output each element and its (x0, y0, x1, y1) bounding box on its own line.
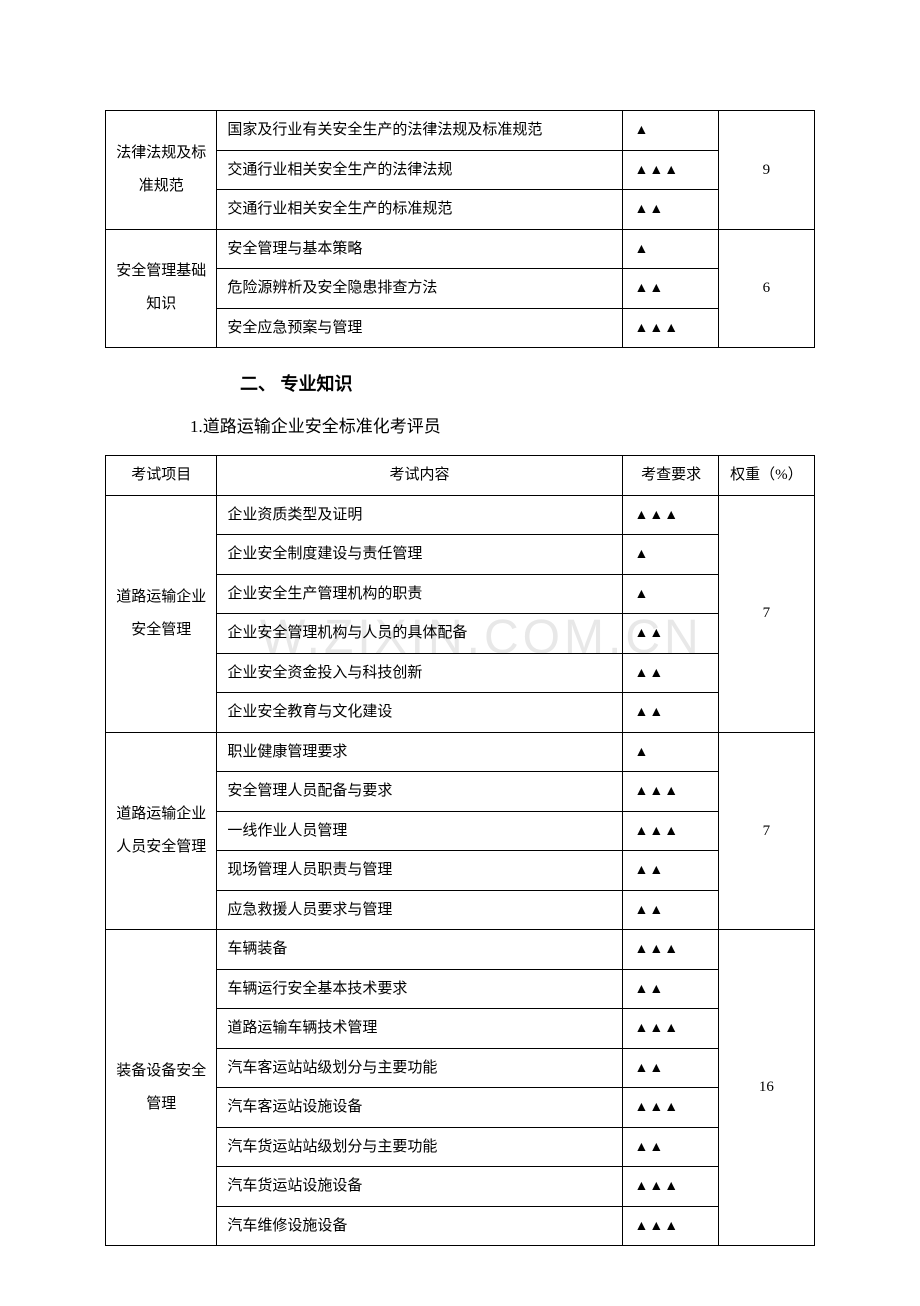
level-cell: ▲▲ (622, 851, 718, 891)
triangle-icon: ▲▲ (635, 202, 665, 217)
triangle-icon: ▲ (635, 123, 650, 138)
sub-heading: 1.道路运输企业安全标准化考评员 (190, 412, 815, 437)
triangle-icon: ▲▲▲ (635, 784, 680, 799)
triangle-icon: ▲▲▲ (635, 942, 680, 957)
triangle-icon: ▲▲ (635, 705, 665, 720)
level-cell: ▲▲ (622, 1048, 718, 1088)
triangle-icon: ▲▲ (635, 666, 665, 681)
content-cell: 危险源辨析及安全隐患排查方法 (217, 269, 622, 309)
level-cell: ▲▲▲ (622, 772, 718, 812)
table-row: 道路运输企业安全管理 企业资质类型及证明 ▲▲▲ 7 (106, 495, 815, 535)
triangle-icon: ▲▲▲ (635, 1021, 680, 1036)
header-cell: 权重（%） (718, 456, 814, 496)
category-cell: 法律法规及标准规范 (106, 111, 217, 230)
content-cell: 汽车维修设施设备 (217, 1206, 622, 1246)
level-cell: ▲▲ (622, 190, 718, 230)
content-cell: 企业安全教育与文化建设 (217, 693, 622, 733)
level-cell: ▲▲ (622, 614, 718, 654)
level-cell: ▲▲▲ (622, 1088, 718, 1128)
level-cell: ▲▲ (622, 653, 718, 693)
category-cell: 道路运输企业安全管理 (106, 495, 217, 732)
content-cell: 汽车货运站设施设备 (217, 1167, 622, 1207)
table-row: 装备设备安全管理 车辆装备 ▲▲▲ 16 (106, 930, 815, 970)
content-cell: 一线作业人员管理 (217, 811, 622, 851)
triangle-icon: ▲▲ (635, 982, 665, 997)
level-cell: ▲▲▲ (622, 150, 718, 190)
content-cell: 道路运输车辆技术管理 (217, 1009, 622, 1049)
level-cell: ▲▲▲ (622, 930, 718, 970)
weight-cell: 16 (718, 930, 814, 1246)
triangle-icon: ▲▲▲ (635, 1179, 680, 1194)
header-cell: 考试项目 (106, 456, 217, 496)
triangle-icon: ▲▲▲ (635, 824, 680, 839)
section-heading: 二、 专业知识 (240, 370, 815, 396)
triangle-icon: ▲▲▲ (635, 1219, 680, 1234)
table-row: 安全管理基础知识 安全管理与基本策略 ▲ 6 (106, 229, 815, 269)
content-cell: 安全管理与基本策略 (217, 229, 622, 269)
content-cell: 企业安全生产管理机构的职责 (217, 574, 622, 614)
level-cell: ▲▲ (622, 969, 718, 1009)
content-cell: 安全应急预案与管理 (217, 308, 622, 348)
level-cell: ▲▲ (622, 693, 718, 733)
level-cell: ▲▲ (622, 269, 718, 309)
level-cell: ▲▲▲ (622, 1206, 718, 1246)
level-cell: ▲▲ (622, 890, 718, 930)
weight-cell: 7 (718, 732, 814, 930)
triangle-icon: ▲ (635, 547, 650, 562)
level-cell: ▲▲▲ (622, 1167, 718, 1207)
content-cell: 企业资质类型及证明 (217, 495, 622, 535)
category-cell: 道路运输企业人员安全管理 (106, 732, 217, 930)
triangle-icon: ▲ (635, 242, 650, 257)
level-cell: ▲ (622, 574, 718, 614)
table-row: 法律法规及标准规范 国家及行业有关安全生产的法律法规及标准规范 ▲ 9 (106, 111, 815, 151)
triangle-icon: ▲▲▲ (635, 508, 680, 523)
content-cell: 现场管理人员职责与管理 (217, 851, 622, 891)
weight-cell: 7 (718, 495, 814, 732)
level-cell: ▲▲▲ (622, 308, 718, 348)
category-cell: 安全管理基础知识 (106, 229, 217, 348)
triangle-icon: ▲▲ (635, 903, 665, 918)
level-cell: ▲▲ (622, 1127, 718, 1167)
header-cell: 考试内容 (217, 456, 622, 496)
level-cell: ▲▲▲ (622, 1009, 718, 1049)
triangle-icon: ▲▲ (635, 1061, 665, 1076)
triangle-icon: ▲▲ (635, 863, 665, 878)
content-cell: 车辆运行安全基本技术要求 (217, 969, 622, 1009)
level-cell: ▲ (622, 111, 718, 151)
level-cell: ▲▲▲ (622, 811, 718, 851)
level-cell: ▲ (622, 732, 718, 772)
header-cell: 考查要求 (622, 456, 718, 496)
table-2: 考试项目 考试内容 考查要求 权重（%） 道路运输企业安全管理 企业资质类型及证… (105, 455, 815, 1246)
content-cell: 企业安全制度建设与责任管理 (217, 535, 622, 575)
triangle-icon: ▲ (635, 745, 650, 760)
triangle-icon: ▲▲▲ (635, 321, 680, 336)
triangle-icon: ▲▲▲ (635, 163, 680, 178)
content-cell: 交通行业相关安全生产的法律法规 (217, 150, 622, 190)
content-cell: 国家及行业有关安全生产的法律法规及标准规范 (217, 111, 622, 151)
content-cell: 职业健康管理要求 (217, 732, 622, 772)
content-cell: 汽车客运站站级划分与主要功能 (217, 1048, 622, 1088)
level-cell: ▲ (622, 229, 718, 269)
content-cell: 汽车客运站设施设备 (217, 1088, 622, 1128)
content-cell: 交通行业相关安全生产的标准规范 (217, 190, 622, 230)
table-row: 道路运输企业人员安全管理 职业健康管理要求 ▲ 7 (106, 732, 815, 772)
triangle-icon: ▲▲▲ (635, 1100, 680, 1115)
level-cell: ▲▲▲ (622, 495, 718, 535)
level-cell: ▲ (622, 535, 718, 575)
table-1: 法律法规及标准规范 国家及行业有关安全生产的法律法规及标准规范 ▲ 9 交通行业… (105, 110, 815, 348)
category-cell: 装备设备安全管理 (106, 930, 217, 1246)
content-cell: 企业安全资金投入与科技创新 (217, 653, 622, 693)
content-cell: 企业安全管理机构与人员的具体配备 (217, 614, 622, 654)
content-cell: 安全管理人员配备与要求 (217, 772, 622, 812)
triangle-icon: ▲▲ (635, 626, 665, 641)
triangle-icon: ▲▲ (635, 1140, 665, 1155)
content-cell: 汽车货运站站级划分与主要功能 (217, 1127, 622, 1167)
triangle-icon: ▲ (635, 587, 650, 602)
table-header-row: 考试项目 考试内容 考查要求 权重（%） (106, 456, 815, 496)
weight-cell: 6 (718, 229, 814, 348)
triangle-icon: ▲▲ (635, 281, 665, 296)
weight-cell: 9 (718, 111, 814, 230)
content-cell: 车辆装备 (217, 930, 622, 970)
content-cell: 应急救援人员要求与管理 (217, 890, 622, 930)
